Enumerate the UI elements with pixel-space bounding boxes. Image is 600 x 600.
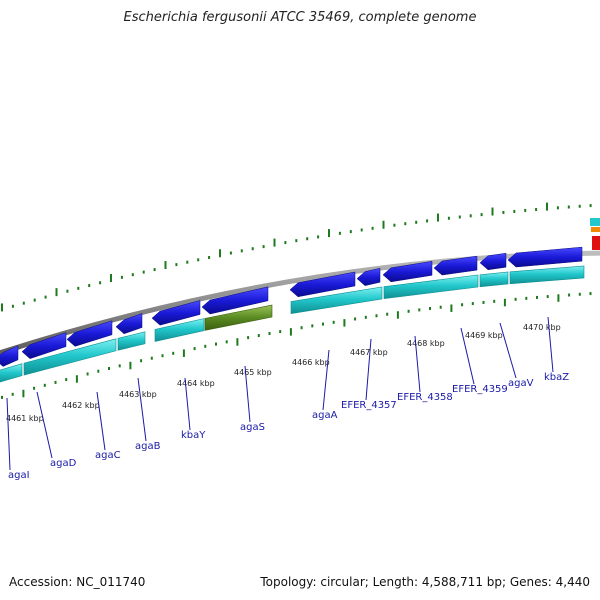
kbp-labels: 4461 kbp 4462 kbp 4463 kbp 4464 kbp 4465 kbp… (6, 323, 561, 423)
outer-tick-ring (1, 202, 592, 312)
cds-feature (66, 320, 113, 347)
gene-leader-line (36, 391, 53, 459)
kbp-label: 4469 kbp (465, 331, 503, 340)
edge-feature-red (592, 236, 600, 250)
gene-feature (479, 271, 509, 288)
kbp-label: 4464 kbp (177, 379, 215, 388)
gene-track (0, 265, 585, 383)
accession-text: Accession: NC_011740 (9, 575, 146, 589)
gene-leader-line (184, 377, 191, 431)
gene-label: agaA (312, 410, 338, 421)
genome-summary-text: Topology: circular; Length: 4,588,711 bp… (260, 575, 590, 589)
gene-label: kbaZ (544, 372, 569, 383)
gene-label: EFER_4357 (341, 400, 397, 411)
gene-feature (154, 318, 205, 342)
gene-feature (117, 331, 146, 351)
gene-leader-line (365, 338, 372, 401)
kbp-label: 4467 kbp (350, 348, 388, 357)
gene-label: kbaY (181, 430, 206, 441)
cds-feature (201, 286, 269, 315)
kbp-label: 4461 kbp (6, 414, 44, 423)
gene-label: agaC (95, 450, 121, 461)
gene-label: EFER_4358 (397, 392, 453, 403)
gene-leader-line (6, 397, 11, 471)
gene-leader-line (547, 316, 554, 373)
cds-feature (21, 332, 67, 359)
gene-feature (383, 274, 479, 300)
gene-label: agaV (508, 378, 534, 389)
kbp-label: 4470 kbp (523, 323, 561, 332)
cds-feature (507, 246, 583, 268)
gene-leader-line (244, 365, 251, 423)
edge-feature-cyan (590, 218, 600, 226)
gene-label: agaS (240, 422, 265, 433)
gene-label: EFER_4359 (452, 384, 508, 395)
pseudo-gene-feature (204, 304, 273, 331)
gene-label: agaB (135, 441, 161, 452)
edge-feature-orange (591, 227, 600, 232)
kbp-label: 4468 kbp (407, 339, 445, 348)
gene-leader-line (322, 349, 330, 411)
kbp-label: 4463 kbp (119, 390, 157, 399)
cds-feature (289, 271, 356, 298)
gene-feature (509, 265, 585, 285)
gene-label: agaD (50, 458, 77, 469)
gene-feature (0, 363, 23, 383)
gene-feature (23, 338, 117, 376)
cds-feature (0, 345, 19, 367)
cds-feature (382, 260, 433, 283)
gene-feature (290, 286, 383, 314)
gene-labels: agaIagaDagaCagaBkbaYagaSagaAEFER_4357EFE… (6, 316, 569, 481)
cds-feature (479, 252, 507, 271)
cds-feature (115, 313, 143, 335)
cds-feature (151, 300, 201, 326)
gene-leader-line (499, 322, 517, 379)
cds-feature (433, 255, 478, 276)
gene-label: agaI (8, 470, 30, 481)
inner-tick-ring (1, 292, 592, 399)
gene-leader-line (414, 335, 421, 393)
kbp-label: 4465 kbp (234, 368, 272, 377)
gene-leader-line (460, 327, 475, 385)
kbp-label: 4462 kbp (62, 401, 100, 410)
genome-title: Escherichia fergusonii ATCC 35469, compl… (123, 10, 477, 25)
gene-leader-line (96, 391, 106, 451)
cds-track (0, 246, 583, 367)
cds-feature (356, 267, 381, 286)
kbp-label: 4466 kbp (292, 358, 330, 367)
gene-leader-line (137, 377, 147, 442)
